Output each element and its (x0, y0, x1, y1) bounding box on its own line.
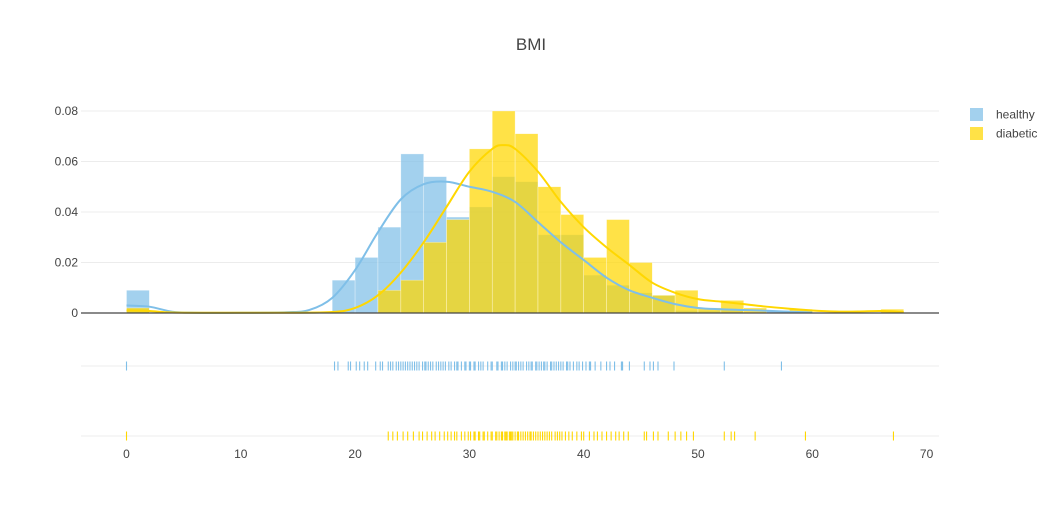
y-axis-ticks: 0 0.02 0.04 0.06 0.08 (55, 104, 79, 320)
x-tick-label: 10 (234, 447, 248, 461)
histogram-bar-diabetic[interactable] (514, 133, 539, 314)
histogram-bar-diabetic[interactable] (629, 262, 653, 314)
x-tick-label: 40 (577, 447, 591, 461)
y-tick-label: 0.02 (55, 256, 79, 270)
chart-title: BMI (516, 35, 546, 54)
legend[interactable]: healthy diabetic (970, 108, 1037, 141)
x-tick-label: 30 (463, 447, 477, 461)
histogram-bar-diabetic[interactable] (583, 257, 607, 314)
histogram-bar-diabetic[interactable] (446, 219, 470, 314)
y-tick-label: 0.04 (55, 205, 79, 219)
rug-plot-diabetic (125, 431, 895, 441)
histogram-bar-diabetic[interactable] (400, 279, 424, 314)
legend-item-diabetic[interactable]: diabetic (970, 127, 1037, 141)
legend-label: healthy (996, 108, 1035, 122)
histogram-bar-diabetic[interactable] (560, 214, 585, 314)
y-tick-label: 0.08 (55, 104, 79, 118)
legend-swatch (970, 108, 983, 121)
rug-plot-healthy (125, 361, 782, 371)
legend-item-healthy[interactable]: healthy (970, 108, 1035, 122)
x-tick-label: 60 (806, 447, 820, 461)
y-tick-label: 0.06 (55, 155, 79, 169)
x-axis-ticks: 0 10 20 30 40 50 60 70 (123, 447, 933, 461)
histogram-bar-diabetic[interactable] (469, 148, 493, 314)
histogram-bar-diabetic[interactable] (606, 219, 630, 314)
histogram-bar-diabetic[interactable] (423, 242, 447, 314)
density-curve-diabetic[interactable] (126, 144, 904, 314)
legend-swatch (970, 127, 983, 140)
y-tick-label: 0 (71, 306, 78, 320)
histogram-diabetic (126, 110, 905, 314)
histogram-bar-diabetic[interactable] (491, 110, 516, 314)
x-tick-label: 50 (691, 447, 705, 461)
x-tick-label: 0 (123, 447, 130, 461)
x-tick-label: 20 (348, 447, 362, 461)
legend-label: diabetic (996, 127, 1037, 141)
histogram-bar-diabetic[interactable] (537, 186, 562, 314)
x-tick-label: 70 (920, 447, 934, 461)
